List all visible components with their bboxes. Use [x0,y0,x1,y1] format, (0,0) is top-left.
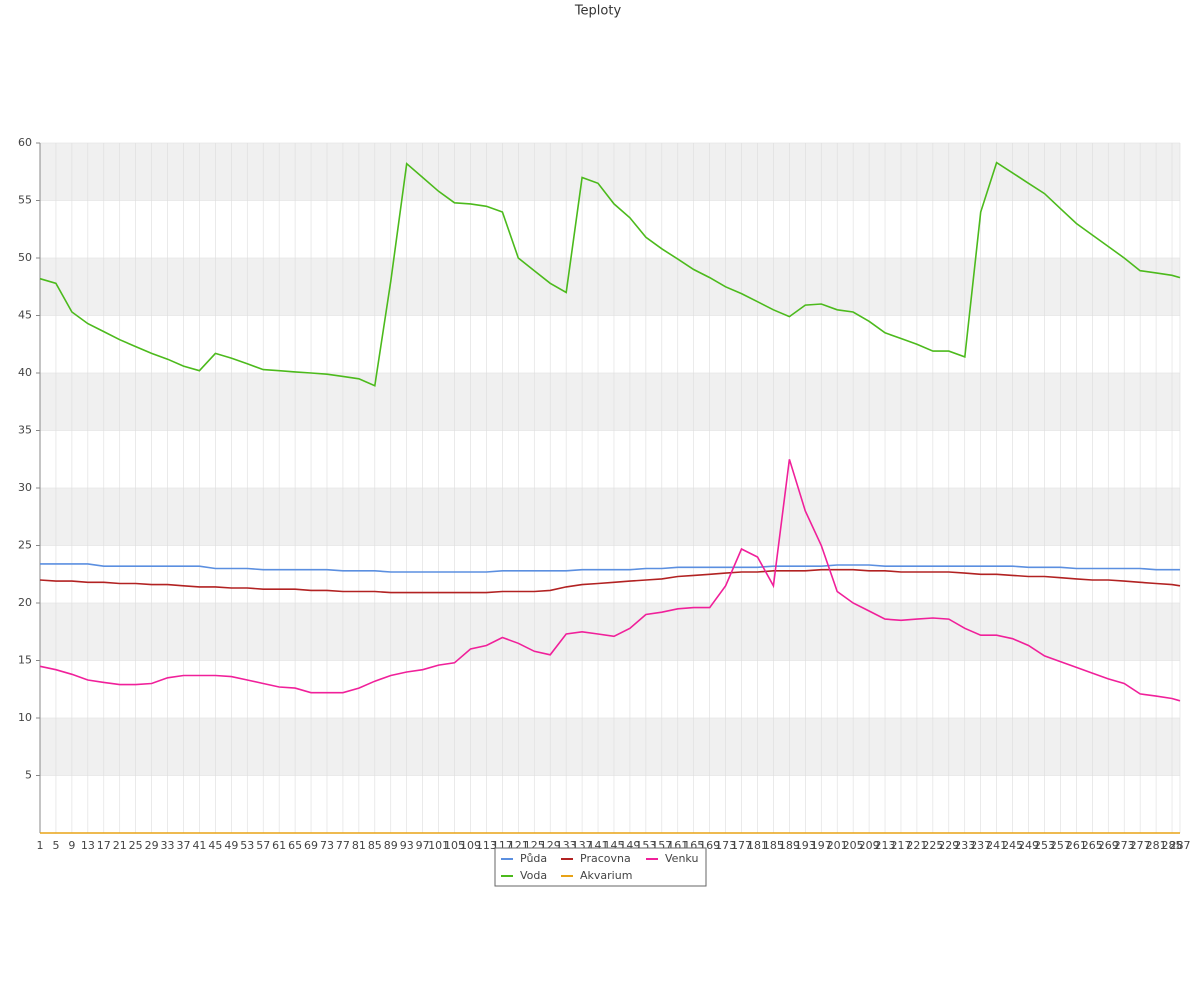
x-tick-label: 213 [875,839,896,852]
x-tick-label: 105 [444,839,465,852]
legend-label: Půda [520,852,547,865]
chart-title: Teploty [574,4,622,19]
x-tick-label: 265 [1082,839,1103,852]
x-tick-label: 225 [922,839,943,852]
x-tick-label: 65 [288,839,302,852]
x-tick-label: 49 [224,839,238,852]
series-line [40,563,1180,573]
x-tick-label: 25 [129,839,143,852]
x-tick-label: 41 [192,839,206,852]
y-tick-label: 5 [25,769,32,782]
y-tick-label: 50 [18,251,32,264]
x-tick-label: 197 [811,839,832,852]
x-tick-label: 277 [1130,839,1151,852]
x-tick-label: 1 [37,839,44,852]
x-tick-label: 193 [795,839,816,852]
x-tick-label: 81 [352,839,366,852]
legend-label: Venku [665,852,698,865]
x-tick-label: 269 [1098,839,1119,852]
legend-label: Akvarium [580,869,632,882]
x-tick-label: 185 [763,839,784,852]
y-tick-label: 25 [18,539,32,552]
y-tick-label: 55 [18,194,32,207]
y-tick-label: 10 [18,711,32,724]
x-tick-label: 201 [827,839,848,852]
x-tick-label: 109 [460,839,481,852]
x-tick-label: 77 [336,839,350,852]
x-tick-label: 281 [1146,839,1167,852]
x-tick-label: 229 [938,839,959,852]
grid-band [40,143,1180,201]
x-tick-label: 217 [890,839,911,852]
x-tick-label: 113 [476,839,497,852]
x-tick-label: 37 [176,839,190,852]
x-tick-label: 233 [954,839,975,852]
x-tick-label: 173 [715,839,736,852]
x-tick-label: 29 [145,839,159,852]
grid-band [40,603,1180,661]
x-tick-label: 177 [731,839,752,852]
x-tick-label: 13 [81,839,95,852]
x-tick-label: 245 [1002,839,1023,852]
x-tick-label: 89 [384,839,398,852]
x-tick-label: 287 [1170,839,1191,852]
y-tick-label: 15 [18,654,32,667]
grid-band [40,718,1180,776]
x-tick-label: 21 [113,839,127,852]
x-tick-label: 205 [843,839,864,852]
x-tick-label: 9 [68,839,75,852]
x-tick-label: 249 [1018,839,1039,852]
x-tick-label: 17 [97,839,111,852]
x-tick-label: 33 [161,839,175,852]
x-tick-label: 45 [208,839,222,852]
x-tick-label: 285 [1162,839,1183,852]
grid-band [40,488,1180,546]
x-tick-label: 253 [1034,839,1055,852]
x-tick-label: 221 [906,839,927,852]
x-tick-label: 53 [240,839,254,852]
x-tick-label: 209 [859,839,880,852]
y-tick-label: 40 [18,366,32,379]
x-tick-label: 61 [272,839,286,852]
y-tick-label: 20 [18,596,32,609]
y-tick-label: 45 [18,309,32,322]
y-tick-label: 35 [18,424,32,437]
x-tick-label: 57 [256,839,270,852]
series-line [39,459,1181,702]
legend-label: Voda [520,869,547,882]
x-tick-label: 237 [970,839,991,852]
x-tick-label: 5 [52,839,59,852]
x-tick-label: 189 [779,839,800,852]
x-tick-label: 273 [1114,839,1135,852]
x-tick-label: 97 [416,839,430,852]
x-tick-label: 69 [304,839,318,852]
x-tick-label: 101 [428,839,449,852]
grid-band [40,373,1180,431]
x-tick-label: 85 [368,839,382,852]
grid-band [40,258,1180,316]
x-tick-label: 241 [986,839,1007,852]
legend-box [494,847,707,887]
x-tick-label: 93 [400,839,414,852]
y-tick-label: 30 [18,481,32,494]
series-line [39,161,1181,387]
legend-label: Pracovna [580,852,631,865]
series-line [39,568,1181,594]
x-tick-label: 257 [1050,839,1071,852]
y-tick-label: 60 [18,136,32,149]
x-tick-label: 181 [747,839,768,852]
x-tick-label: 73 [320,839,334,852]
x-tick-label: 261 [1066,839,1087,852]
